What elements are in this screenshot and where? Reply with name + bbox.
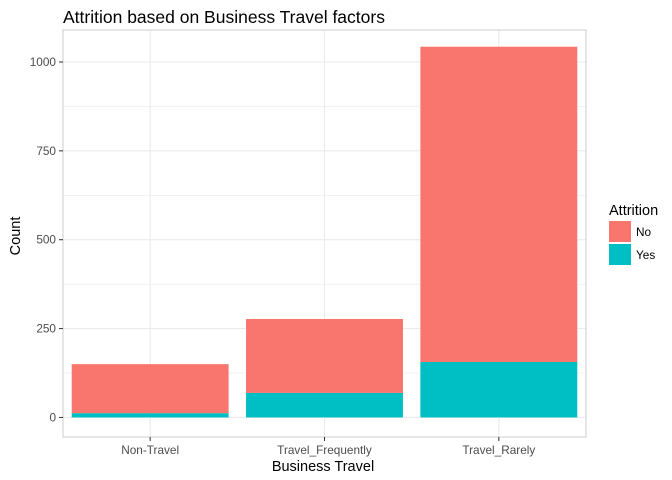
legend-title: Attrition — [609, 203, 658, 219]
bar-no-non-travel — [71, 364, 229, 414]
y-axis: 0 250 500 750 1000 — [30, 55, 63, 424]
legend-label-no: No — [636, 225, 652, 239]
bars — [71, 46, 578, 418]
x-axis: Non-Travel Travel_Frequently Travel_Rarely — [121, 437, 535, 457]
x-axis-title: Business Travel — [272, 459, 374, 475]
x-tick-label: Non-Travel — [121, 443, 179, 457]
x-tick-label: Travel_Frequently — [277, 443, 372, 457]
y-tick-label: 0 — [49, 410, 56, 424]
bar-yes-travel-frequently — [246, 392, 403, 418]
legend-label-yes: Yes — [636, 248, 655, 262]
y-tick-label: 500 — [36, 233, 56, 247]
plot-panel — [62, 29, 587, 438]
bar-no-travel-rarely — [420, 46, 578, 362]
y-tick-label: 1000 — [30, 55, 57, 69]
bar-yes-travel-rarely — [420, 361, 578, 418]
legend-key-yes — [609, 244, 631, 265]
bar-yes-non-travel — [71, 413, 229, 418]
chart-title: Attrition based on Business Travel facto… — [63, 7, 385, 27]
bar-no-travel-frequently — [246, 318, 403, 393]
y-tick-label: 250 — [36, 322, 56, 336]
y-tick-label: 750 — [36, 144, 56, 158]
legend-key-no — [609, 221, 631, 242]
y-axis-title: Count — [8, 217, 24, 256]
legend: Attrition No Yes — [609, 203, 658, 265]
x-tick-label: Travel_Rarely — [462, 443, 535, 457]
